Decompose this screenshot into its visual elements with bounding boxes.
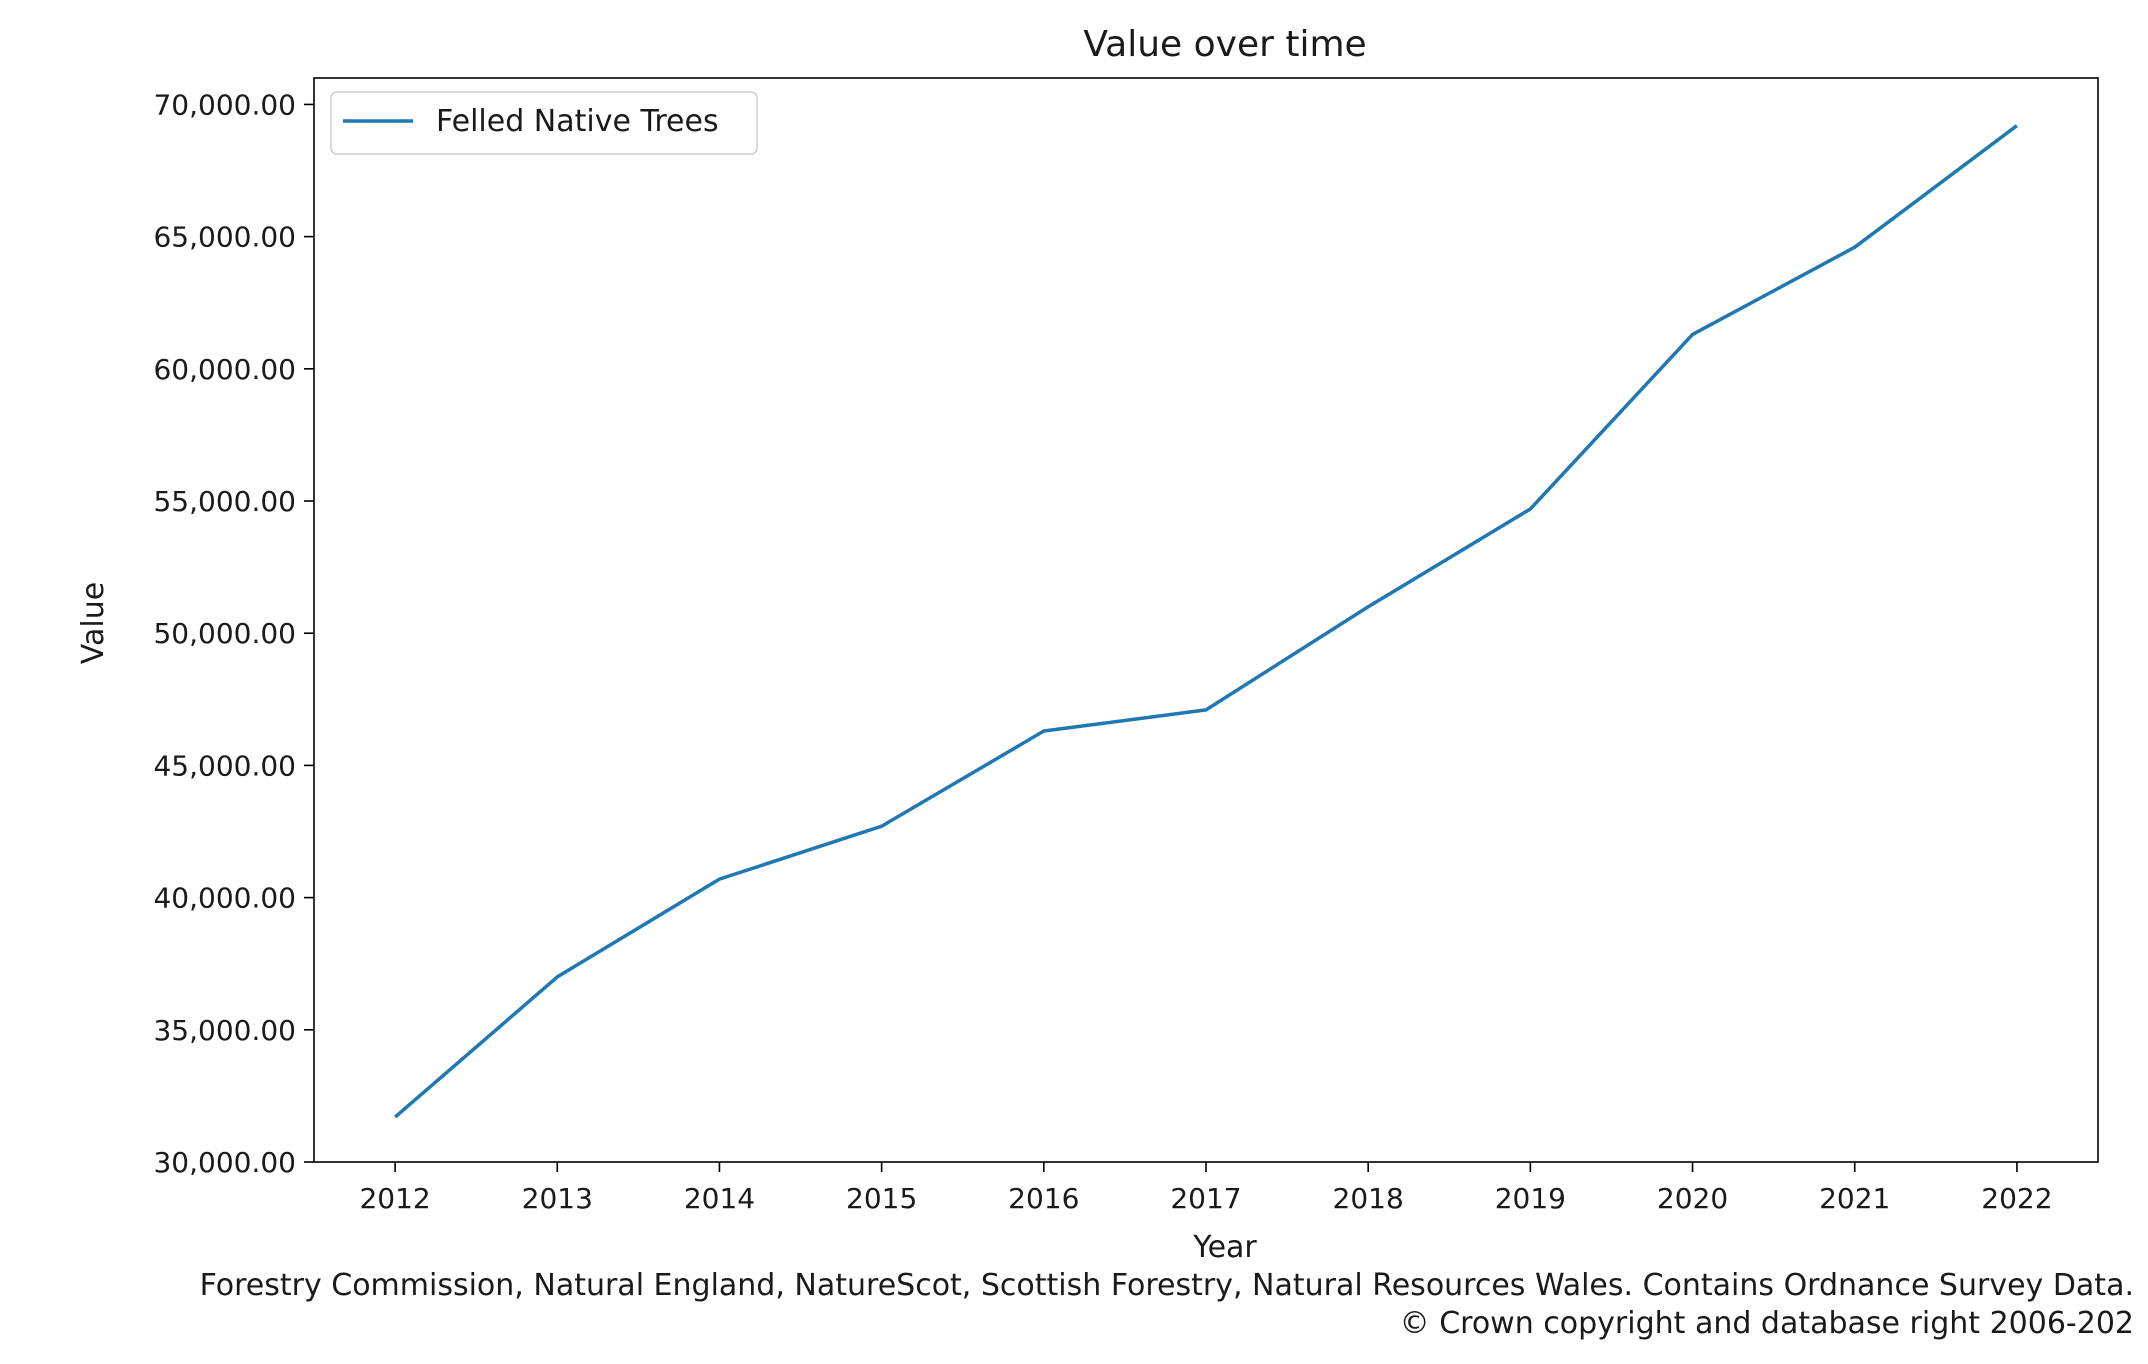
chart-title: Value over time bbox=[1083, 24, 1366, 65]
y-tick-label: 30,000.00 bbox=[153, 1146, 296, 1179]
x-tick-label: 2016 bbox=[1008, 1182, 1079, 1215]
source-line-1: Forestry Commission, Natural England, Na… bbox=[200, 1268, 2134, 1303]
y-tick-label: 55,000.00 bbox=[153, 485, 296, 518]
x-tick-label: 2012 bbox=[359, 1182, 430, 1215]
source-line-2: © Crown copyright and database right 200… bbox=[1400, 1306, 2134, 1341]
series-layer bbox=[393, 124, 2018, 1119]
x-tick-label: 2020 bbox=[1657, 1182, 1728, 1215]
y-axis-label: Value bbox=[76, 582, 111, 664]
x-axis: 2012 2013 2014 2015 2016 2017 2018 2019 2020 2021… bbox=[359, 1162, 2053, 1215]
x-tick-label: 2017 bbox=[1170, 1182, 1241, 1215]
x-tick-label: 2015 bbox=[846, 1182, 917, 1215]
plot-frame bbox=[313, 77, 2099, 1163]
legend: Felled Native Trees bbox=[330, 91, 758, 155]
x-axis-label: Year bbox=[1192, 1230, 1257, 1265]
y-tick-label: 50,000.00 bbox=[153, 617, 296, 650]
x-tick-label: 2021 bbox=[1819, 1182, 1890, 1215]
x-tick-label: 2022 bbox=[1981, 1182, 2052, 1215]
y-tick-label: 65,000.00 bbox=[153, 221, 296, 254]
series-line bbox=[393, 124, 2018, 1119]
y-tick-label: 35,000.00 bbox=[153, 1014, 296, 1047]
y-tick-label: 45,000.00 bbox=[153, 749, 296, 782]
y-tick-label: 60,000.00 bbox=[153, 353, 296, 386]
y-tick-label: 40,000.00 bbox=[153, 882, 296, 915]
y-axis: 30,000.00 35,000.00 40,000.00 45,000.00 50,0… bbox=[153, 88, 314, 1179]
y-tick-label: 70,000.00 bbox=[153, 88, 296, 121]
x-tick-label: 2018 bbox=[1333, 1182, 1404, 1215]
legend-box bbox=[330, 91, 758, 155]
x-tick-label: 2013 bbox=[522, 1182, 593, 1215]
x-tick-label: 2014 bbox=[684, 1182, 755, 1215]
x-tick-label: 2019 bbox=[1495, 1182, 1566, 1215]
legend-label: Felled Native Trees bbox=[436, 104, 719, 139]
